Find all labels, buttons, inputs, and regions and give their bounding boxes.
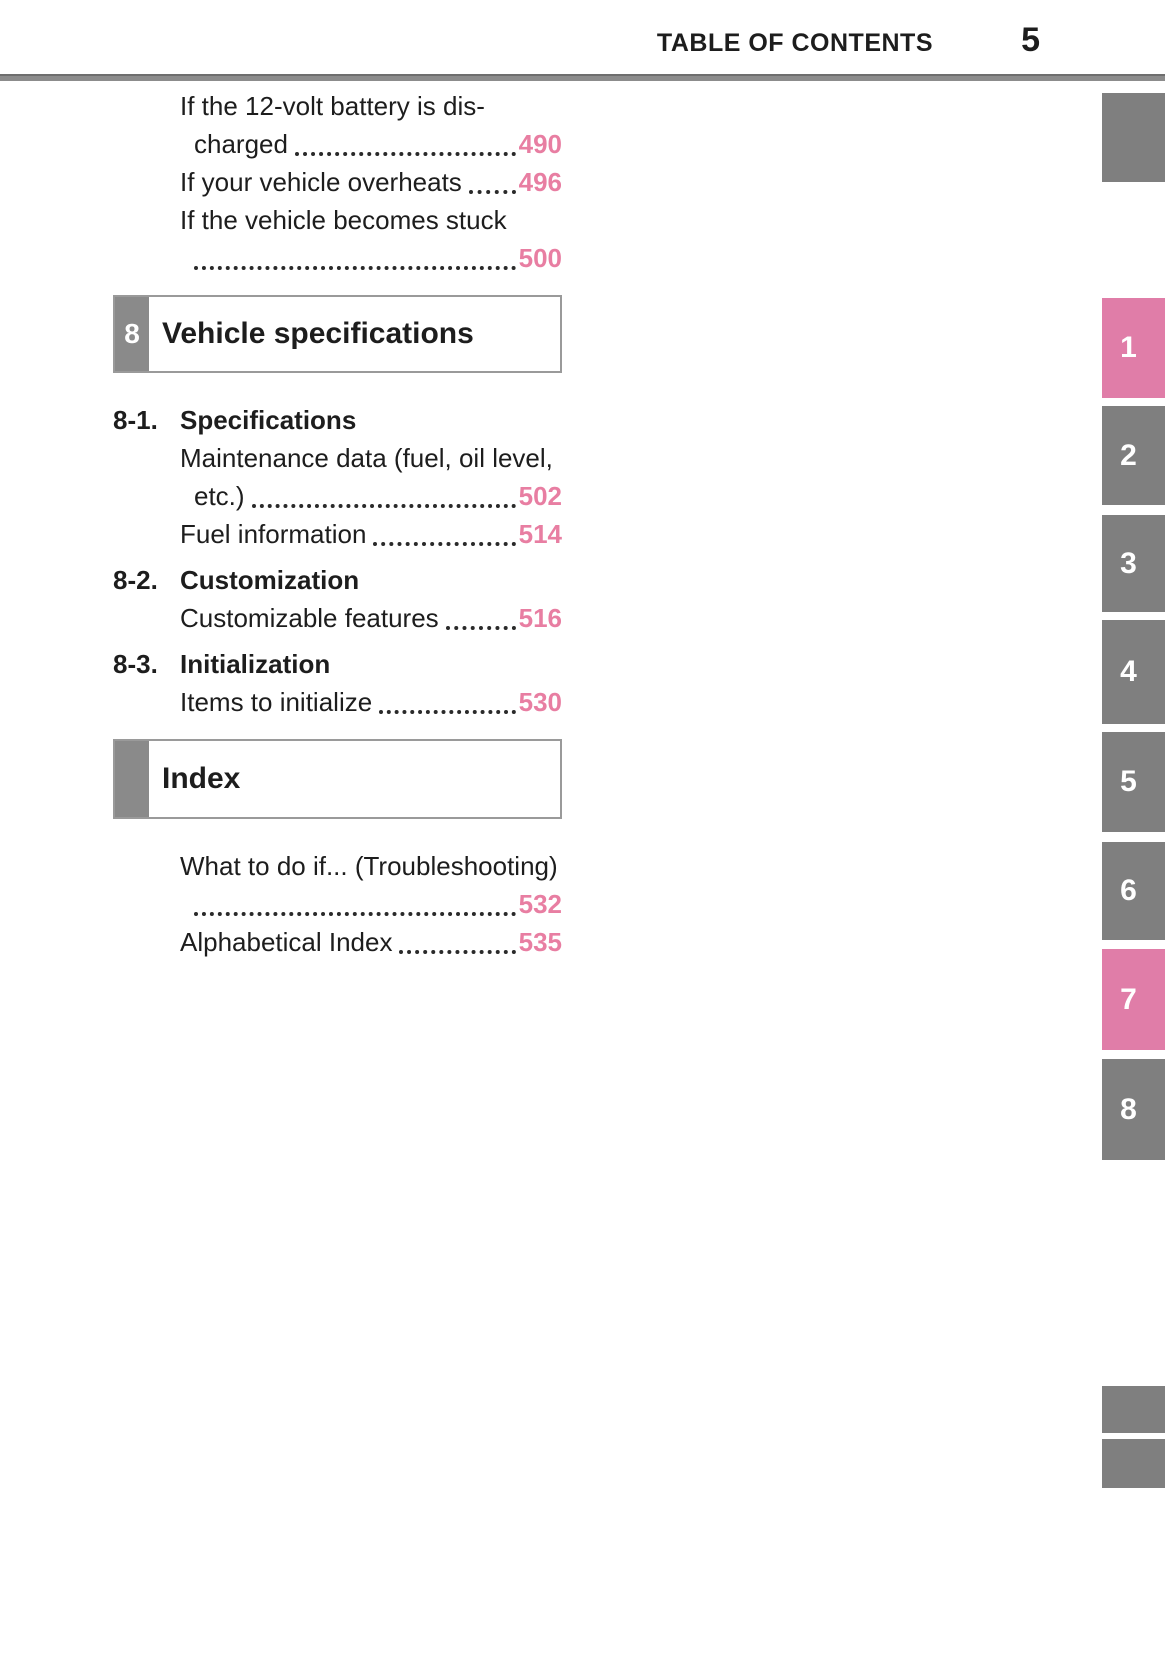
section-title: Customization — [180, 565, 360, 595]
entry-text: Maintenance data (fuel, oil level, — [180, 443, 553, 473]
section-heading: 8-3. Initialization — [113, 645, 562, 683]
page-header-title: TABLE OF CONTENTS — [656, 29, 933, 57]
side-tab-blank — [1102, 1439, 1165, 1488]
side-tab-number: 4 — [1120, 655, 1137, 688]
entry-text: Items to initialize — [180, 687, 373, 717]
leader-dots — [445, 626, 516, 630]
entry-page-number: 516 — [518, 603, 562, 633]
section-number: 8-1. — [113, 405, 158, 435]
leader-dots — [399, 950, 516, 954]
toc-entry-line: If the 12-volt battery is dis- — [113, 87, 562, 125]
entry-page-number: 496 — [518, 167, 562, 197]
leader-dots — [194, 912, 516, 916]
contents-column: If the 12-volt battery is dis-charged 490… — [113, 87, 562, 961]
toc-entry-line: charged 490 — [113, 125, 562, 163]
section-number: 8-3. — [113, 649, 158, 679]
toc-entry-line: 500 — [113, 239, 562, 277]
leader-dots — [251, 504, 516, 508]
side-tab-number: 1 — [1120, 331, 1137, 364]
side-tab-number: 7 — [1120, 982, 1137, 1016]
entry-text: If your vehicle overheats — [180, 167, 462, 197]
entry-page-number: 490 — [518, 129, 562, 159]
side-tab-6: 6 — [1102, 842, 1165, 940]
leader-dots — [379, 710, 516, 714]
toc-entry-line: What to do if... (Troubleshooting) — [113, 847, 562, 885]
toc-entry-line: Maintenance data (fuel, oil level, — [113, 439, 562, 477]
side-tab-blank — [1102, 93, 1165, 182]
leader-dots — [194, 266, 516, 270]
leader-dots — [468, 190, 516, 194]
side-tab-7: 7 — [1102, 949, 1165, 1050]
side-tab-1: 1 — [1102, 298, 1165, 398]
side-tab-number: 8 — [1120, 1092, 1137, 1126]
header-divider-rule — [0, 74, 1165, 81]
toc-entry-line: Alphabetical Index 535 — [113, 923, 562, 961]
side-tab-8: 8 — [1102, 1059, 1165, 1160]
chapter-tab-number: 8 — [115, 297, 149, 371]
chapter-tab-blank — [115, 741, 149, 817]
entry-page-number: 502 — [518, 481, 562, 511]
side-tab-4: 4 — [1102, 620, 1165, 724]
toc-entry-line: Items to initialize 530 — [113, 683, 562, 721]
chapter-box: 8 Vehicle specifications — [113, 295, 562, 373]
side-tab-number: 2 — [1120, 438, 1137, 472]
entry-text: Customizable features — [180, 603, 439, 633]
section-title: Specifications — [180, 405, 357, 435]
entry-text: Alphabetical Index — [180, 927, 393, 957]
chapter-box: Index — [113, 739, 562, 819]
entry-text: charged — [194, 129, 288, 159]
entry-text: etc.) — [194, 481, 245, 511]
toc-entry-line: Customizable features 516 — [113, 599, 562, 637]
toc-entry-line: If the vehicle becomes stuck — [113, 201, 562, 239]
side-tab-3: 3 — [1102, 515, 1165, 612]
leader-dots — [373, 542, 516, 546]
toc-entry-line: If your vehicle overheats 496 — [113, 163, 562, 201]
page-number: 5 — [1021, 21, 1040, 59]
entry-text: What to do if... (Troubleshooting) — [180, 851, 558, 881]
entry-page-number: 500 — [518, 243, 562, 273]
chapter-title: Index — [162, 762, 241, 795]
side-tab-blank — [1102, 1386, 1165, 1433]
side-tab-number: 3 — [1120, 546, 1137, 580]
side-tab-2: 2 — [1102, 406, 1165, 505]
side-tab-number: 6 — [1120, 874, 1137, 907]
entry-text: If the vehicle becomes stuck — [180, 205, 507, 235]
leader-dots — [294, 152, 516, 156]
entry-text: Fuel information — [180, 519, 367, 549]
chapter-title: Vehicle specifications — [162, 317, 474, 350]
entry-page-number: 532 — [518, 889, 562, 919]
section-number: 8-2. — [113, 565, 158, 595]
entry-text: If the 12-volt battery is dis- — [180, 91, 485, 121]
entry-page-number: 530 — [518, 687, 562, 717]
section-heading: 8-1. Specifications — [113, 401, 562, 439]
toc-entry-line: Fuel information 514 — [113, 515, 562, 553]
toc-entry-line: 532 — [113, 885, 562, 923]
entry-page-number: 514 — [518, 519, 562, 549]
side-tab-5: 5 — [1102, 732, 1165, 832]
section-title: Initialization — [180, 649, 331, 679]
section-heading: 8-2. Customization — [113, 561, 562, 599]
entry-page-number: 535 — [518, 927, 562, 957]
side-tab-number: 5 — [1120, 765, 1137, 798]
toc-entry-line: etc.) 502 — [113, 477, 562, 515]
